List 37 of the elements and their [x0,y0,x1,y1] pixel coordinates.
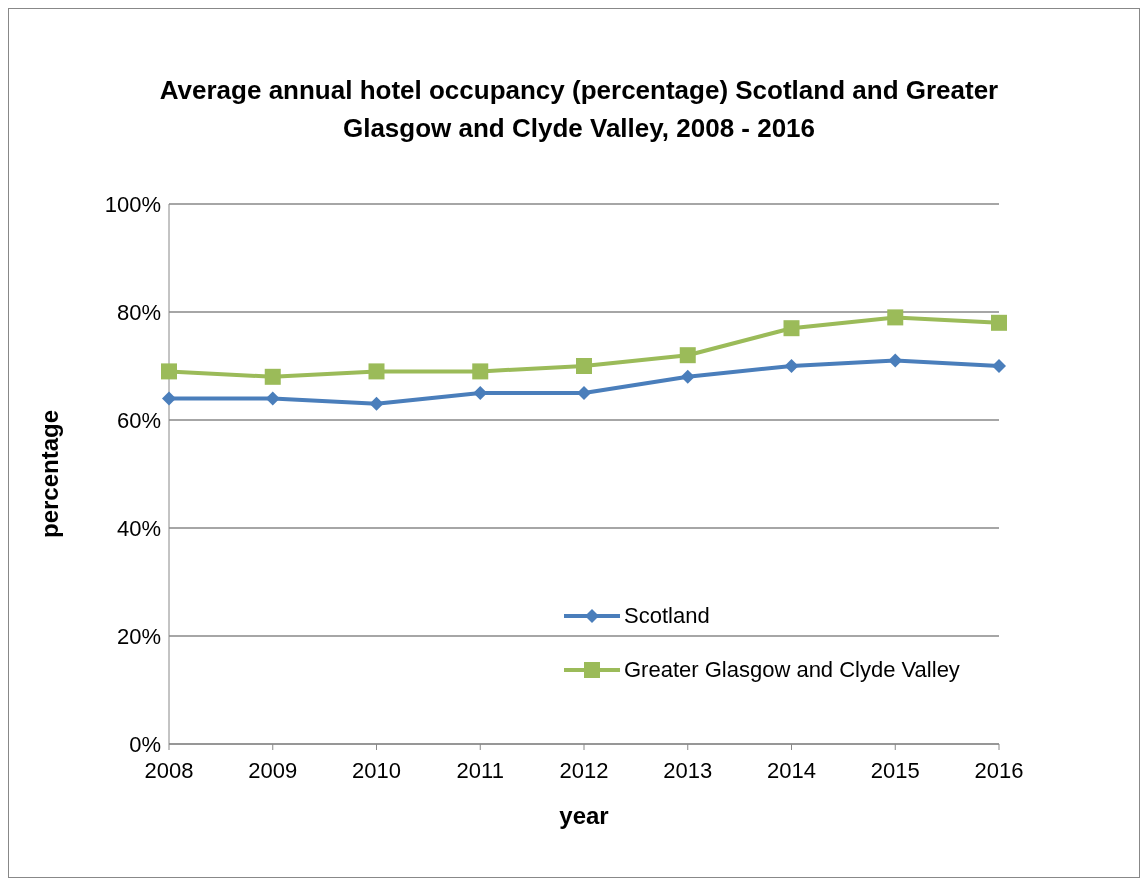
point [992,359,1006,373]
point [162,391,176,406]
x-tick-label: 2014 [767,757,816,783]
y-tick-label: 100% [104,191,161,217]
y-tick-label: 80% [116,299,161,325]
x-tick-label: 2013 [663,757,713,783]
x-tick-label: 2016 [974,757,1024,783]
point [679,347,696,364]
point [472,363,489,380]
point [887,309,904,326]
point [265,391,280,406]
point [368,363,385,380]
point [369,396,384,411]
point [991,314,1007,331]
point [577,386,591,400]
legend-label: Greater Glasgow and Clyde Valley [624,656,960,684]
y-tick-label: 60% [116,407,161,433]
chart-title: Average annual hotel occupancy (percentage) Scotland and Greater Glasgow and Clyde Valley, 2008 - 2016 [158,74,1000,145]
y-axis-title: percentage [35,409,63,539]
x-tick-label: 2008 [144,757,194,783]
point [264,368,281,385]
x-tick-label: 2012 [559,757,609,783]
y-tick-label: 0% [129,731,161,757]
x-tick-label: 2015 [870,757,920,783]
point [680,369,695,384]
point [784,359,799,373]
legend-label: Scotland [624,602,710,630]
x-tick-label: 2010 [352,757,401,783]
x-tick-label: 2009 [248,757,298,783]
point [576,358,592,374]
x-tick-label: 2011 [456,757,504,783]
y-tick-label: 20% [116,623,161,649]
point [161,363,177,380]
y-tick-label: 40% [116,515,161,541]
point [888,353,903,368]
point [783,320,800,337]
x-axis-title: year [559,802,609,829]
